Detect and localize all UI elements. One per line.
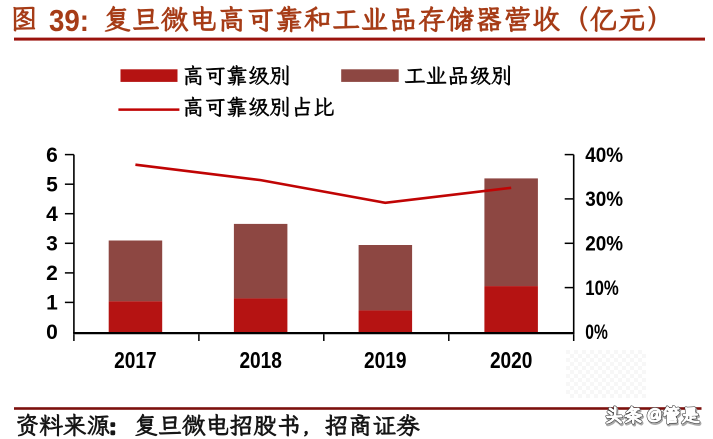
svg-text:20%: 20% — [585, 233, 623, 256]
svg-text:2020: 2020 — [490, 347, 533, 373]
svg-text:2019: 2019 — [364, 347, 407, 373]
svg-text:0: 0 — [46, 321, 58, 344]
svg-text:2017: 2017 — [114, 347, 157, 373]
svg-text:4: 4 — [46, 203, 58, 226]
svg-text:40%: 40% — [585, 144, 623, 167]
svg-text:0%: 0% — [585, 321, 608, 344]
svg-text:2018: 2018 — [239, 347, 282, 373]
svg-text:1: 1 — [46, 292, 58, 315]
svg-text:2: 2 — [46, 262, 58, 285]
svg-text:5: 5 — [46, 173, 58, 196]
svg-text:3: 3 — [46, 233, 58, 256]
svg-text:6: 6 — [46, 144, 58, 167]
svg-text:10%: 10% — [585, 277, 619, 300]
svg-text:30%: 30% — [585, 188, 623, 211]
svg-text:39:: 39: — [49, 3, 89, 38]
